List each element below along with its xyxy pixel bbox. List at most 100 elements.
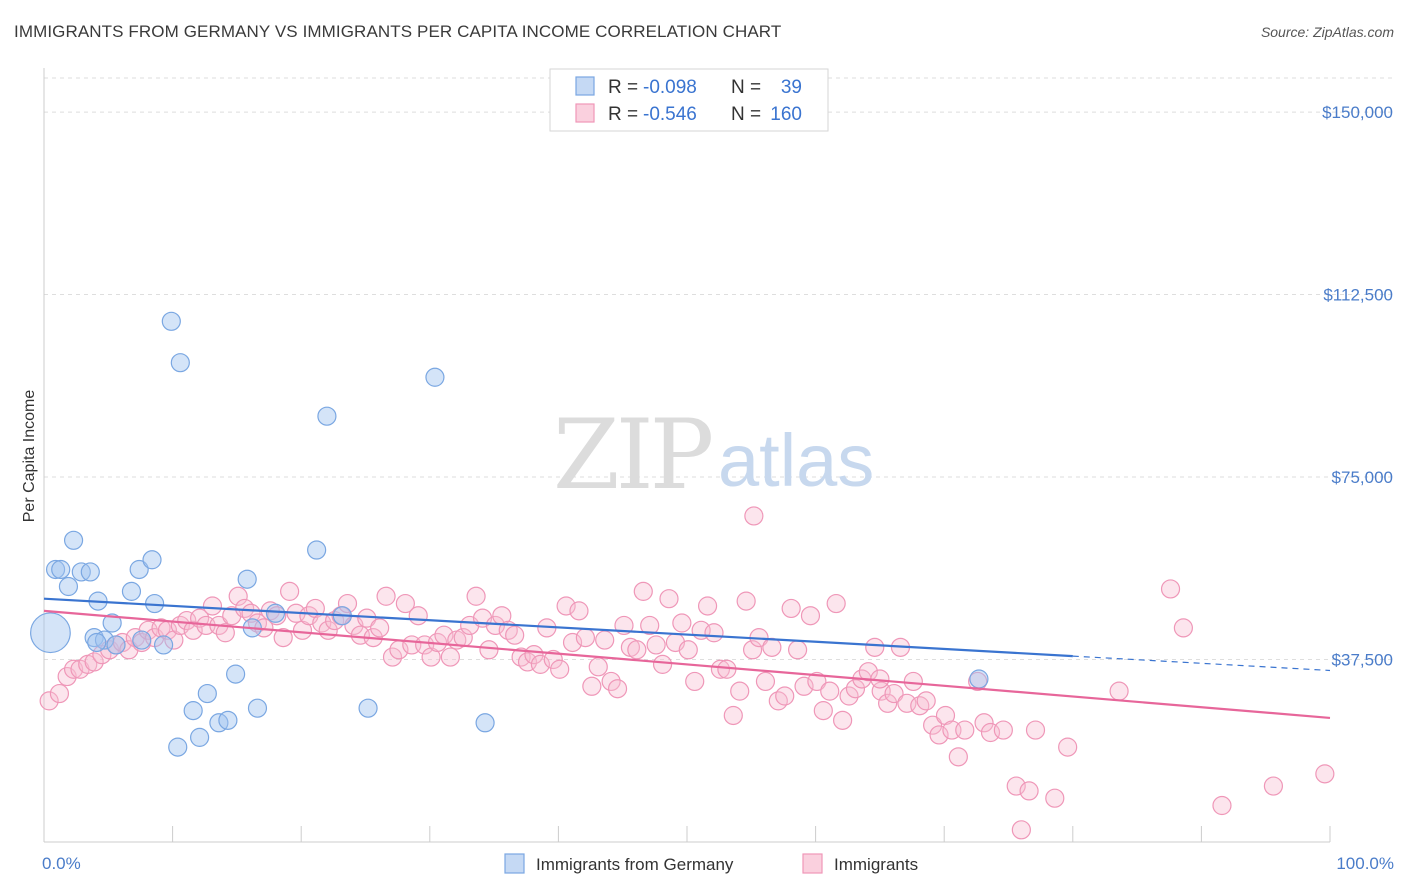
point-germany-34 <box>358 698 378 718</box>
point-immigrants-135 <box>916 691 936 711</box>
point-germany-2 <box>51 559 71 580</box>
watermark-zip: ZIP <box>553 399 712 511</box>
point-immigrants-80 <box>562 632 583 653</box>
point-immigrants-71 <box>505 625 525 645</box>
point-germany-3 <box>58 576 79 597</box>
point-immigrants-115 <box>787 640 808 660</box>
point-immigrants-122 <box>833 710 853 730</box>
point-immigrants-92 <box>640 615 660 636</box>
point-immigrants-98 <box>678 640 698 660</box>
point-immigrants-97 <box>672 613 692 633</box>
y-tick-labels: $37,500 $75,000 $112,500 $150,000 <box>1322 103 1393 669</box>
point-immigrants-141 <box>955 720 975 740</box>
point-germany-30 <box>265 603 286 623</box>
legend-r-label-2: R = <box>608 104 638 125</box>
point-immigrants-118 <box>807 671 827 692</box>
point-immigrants-91 <box>633 581 653 601</box>
point-germany-10 <box>102 613 122 633</box>
legend-n-value-2: 160 <box>770 104 802 125</box>
point-germany-4 <box>63 530 84 550</box>
bottom-legend: Immigrants from Germany Immigrants <box>504 853 918 874</box>
point-immigrants-35 <box>273 628 293 648</box>
point-immigrants-30 <box>241 603 261 623</box>
source-label: Source: ZipAtlas.com <box>1260 24 1394 40</box>
point-immigrants-51 <box>376 586 396 606</box>
point-germany-15 <box>142 550 162 570</box>
trend-line-immigrants <box>43 609 1331 720</box>
point-immigrants-77 <box>543 649 563 670</box>
point-immigrants-148 <box>1025 720 1046 740</box>
point-germany-1 <box>45 559 66 580</box>
y-tick-label-3: $150,000 <box>1322 103 1393 122</box>
y-tick-label-1: $75,000 <box>1332 468 1393 487</box>
point-immigrants-81 <box>569 601 589 621</box>
point-immigrants-150 <box>1058 737 1078 757</box>
point-germany-9 <box>94 630 115 650</box>
point-immigrants-24 <box>202 596 223 616</box>
point-immigrants-83 <box>582 676 602 696</box>
point-immigrants-158 <box>1011 820 1031 840</box>
point-immigrants-82 <box>575 628 596 648</box>
legend-swatch-blue <box>575 76 595 96</box>
point-germany-11 <box>106 635 126 655</box>
legend-swatch-pink <box>575 103 595 123</box>
legend-n-label-1: N = <box>731 77 761 98</box>
point-immigrants-3 <box>63 659 84 679</box>
bottom-legend-swatch-blue <box>504 853 525 874</box>
point-germany-18 <box>161 311 181 331</box>
point-immigrants-99 <box>685 671 705 692</box>
point-immigrants-102 <box>704 623 724 643</box>
point-germany-17 <box>153 635 174 655</box>
point-germany-12 <box>121 581 142 601</box>
bottom-legend-swatch-pink <box>802 853 823 874</box>
point-germany-27 <box>237 569 257 589</box>
point-germany-32 <box>317 406 337 426</box>
point-immigrants-67 <box>479 640 499 660</box>
y-tick-label-0: $37,500 <box>1332 651 1393 670</box>
point-immigrants-36 <box>280 581 300 601</box>
point-immigrants-146 <box>1006 776 1026 796</box>
point-immigrants-137 <box>929 725 949 745</box>
point-immigrants-79 <box>556 596 576 616</box>
point-immigrants-120 <box>820 681 840 701</box>
trend-lines <box>43 597 1331 720</box>
point-immigrants-127 <box>865 637 885 657</box>
point-germany-22 <box>190 727 210 747</box>
series-germany-points <box>30 311 989 757</box>
point-immigrants-114 <box>781 598 801 619</box>
point-immigrants-95 <box>659 589 679 609</box>
point-immigrants-111 <box>762 637 782 657</box>
point-germany-6 <box>80 562 100 582</box>
point-immigrants-0 <box>39 691 59 711</box>
point-immigrants-54 <box>395 593 415 614</box>
point-immigrants-123 <box>839 686 859 706</box>
legend-box: R = -0.098 N = 39 R = -0.546 N = 160 <box>549 68 829 132</box>
point-immigrants-1 <box>49 683 70 704</box>
axes <box>43 68 1331 843</box>
point-germany-37 <box>969 669 989 689</box>
point-immigrants-149 <box>1045 788 1065 808</box>
point-germany-36 <box>475 713 495 733</box>
point-immigrants-121 <box>826 593 846 614</box>
chart-title: IMMIGRANTS FROM GERMANY VS IMMIGRANTS PE… <box>14 22 782 41</box>
legend-r-value-2: -0.546 <box>643 104 697 125</box>
point-immigrants-21 <box>183 620 203 640</box>
point-immigrants-87 <box>607 679 628 699</box>
legend-n-label-2: N = <box>731 104 761 125</box>
point-immigrants-103 <box>710 659 731 679</box>
point-immigrants-6 <box>84 652 104 672</box>
point-immigrants-156 <box>1315 764 1335 784</box>
y-tick-label-2: $112,500 <box>1323 286 1393 305</box>
point-immigrants-45 <box>337 593 358 614</box>
point-immigrants-107 <box>736 591 756 611</box>
point-germany-25 <box>218 710 238 730</box>
point-immigrants-56 <box>408 606 428 626</box>
point-immigrants-143 <box>974 713 994 733</box>
point-germany-38 <box>87 632 107 653</box>
bottom-legend-label-immigrants: Immigrants <box>834 855 918 874</box>
trend-line-germany <box>43 597 1073 658</box>
legend-r-label-1: R = <box>608 77 638 98</box>
point-germany-35 <box>425 367 445 387</box>
point-immigrants-61 <box>440 647 460 667</box>
point-immigrants-155 <box>1263 776 1284 796</box>
